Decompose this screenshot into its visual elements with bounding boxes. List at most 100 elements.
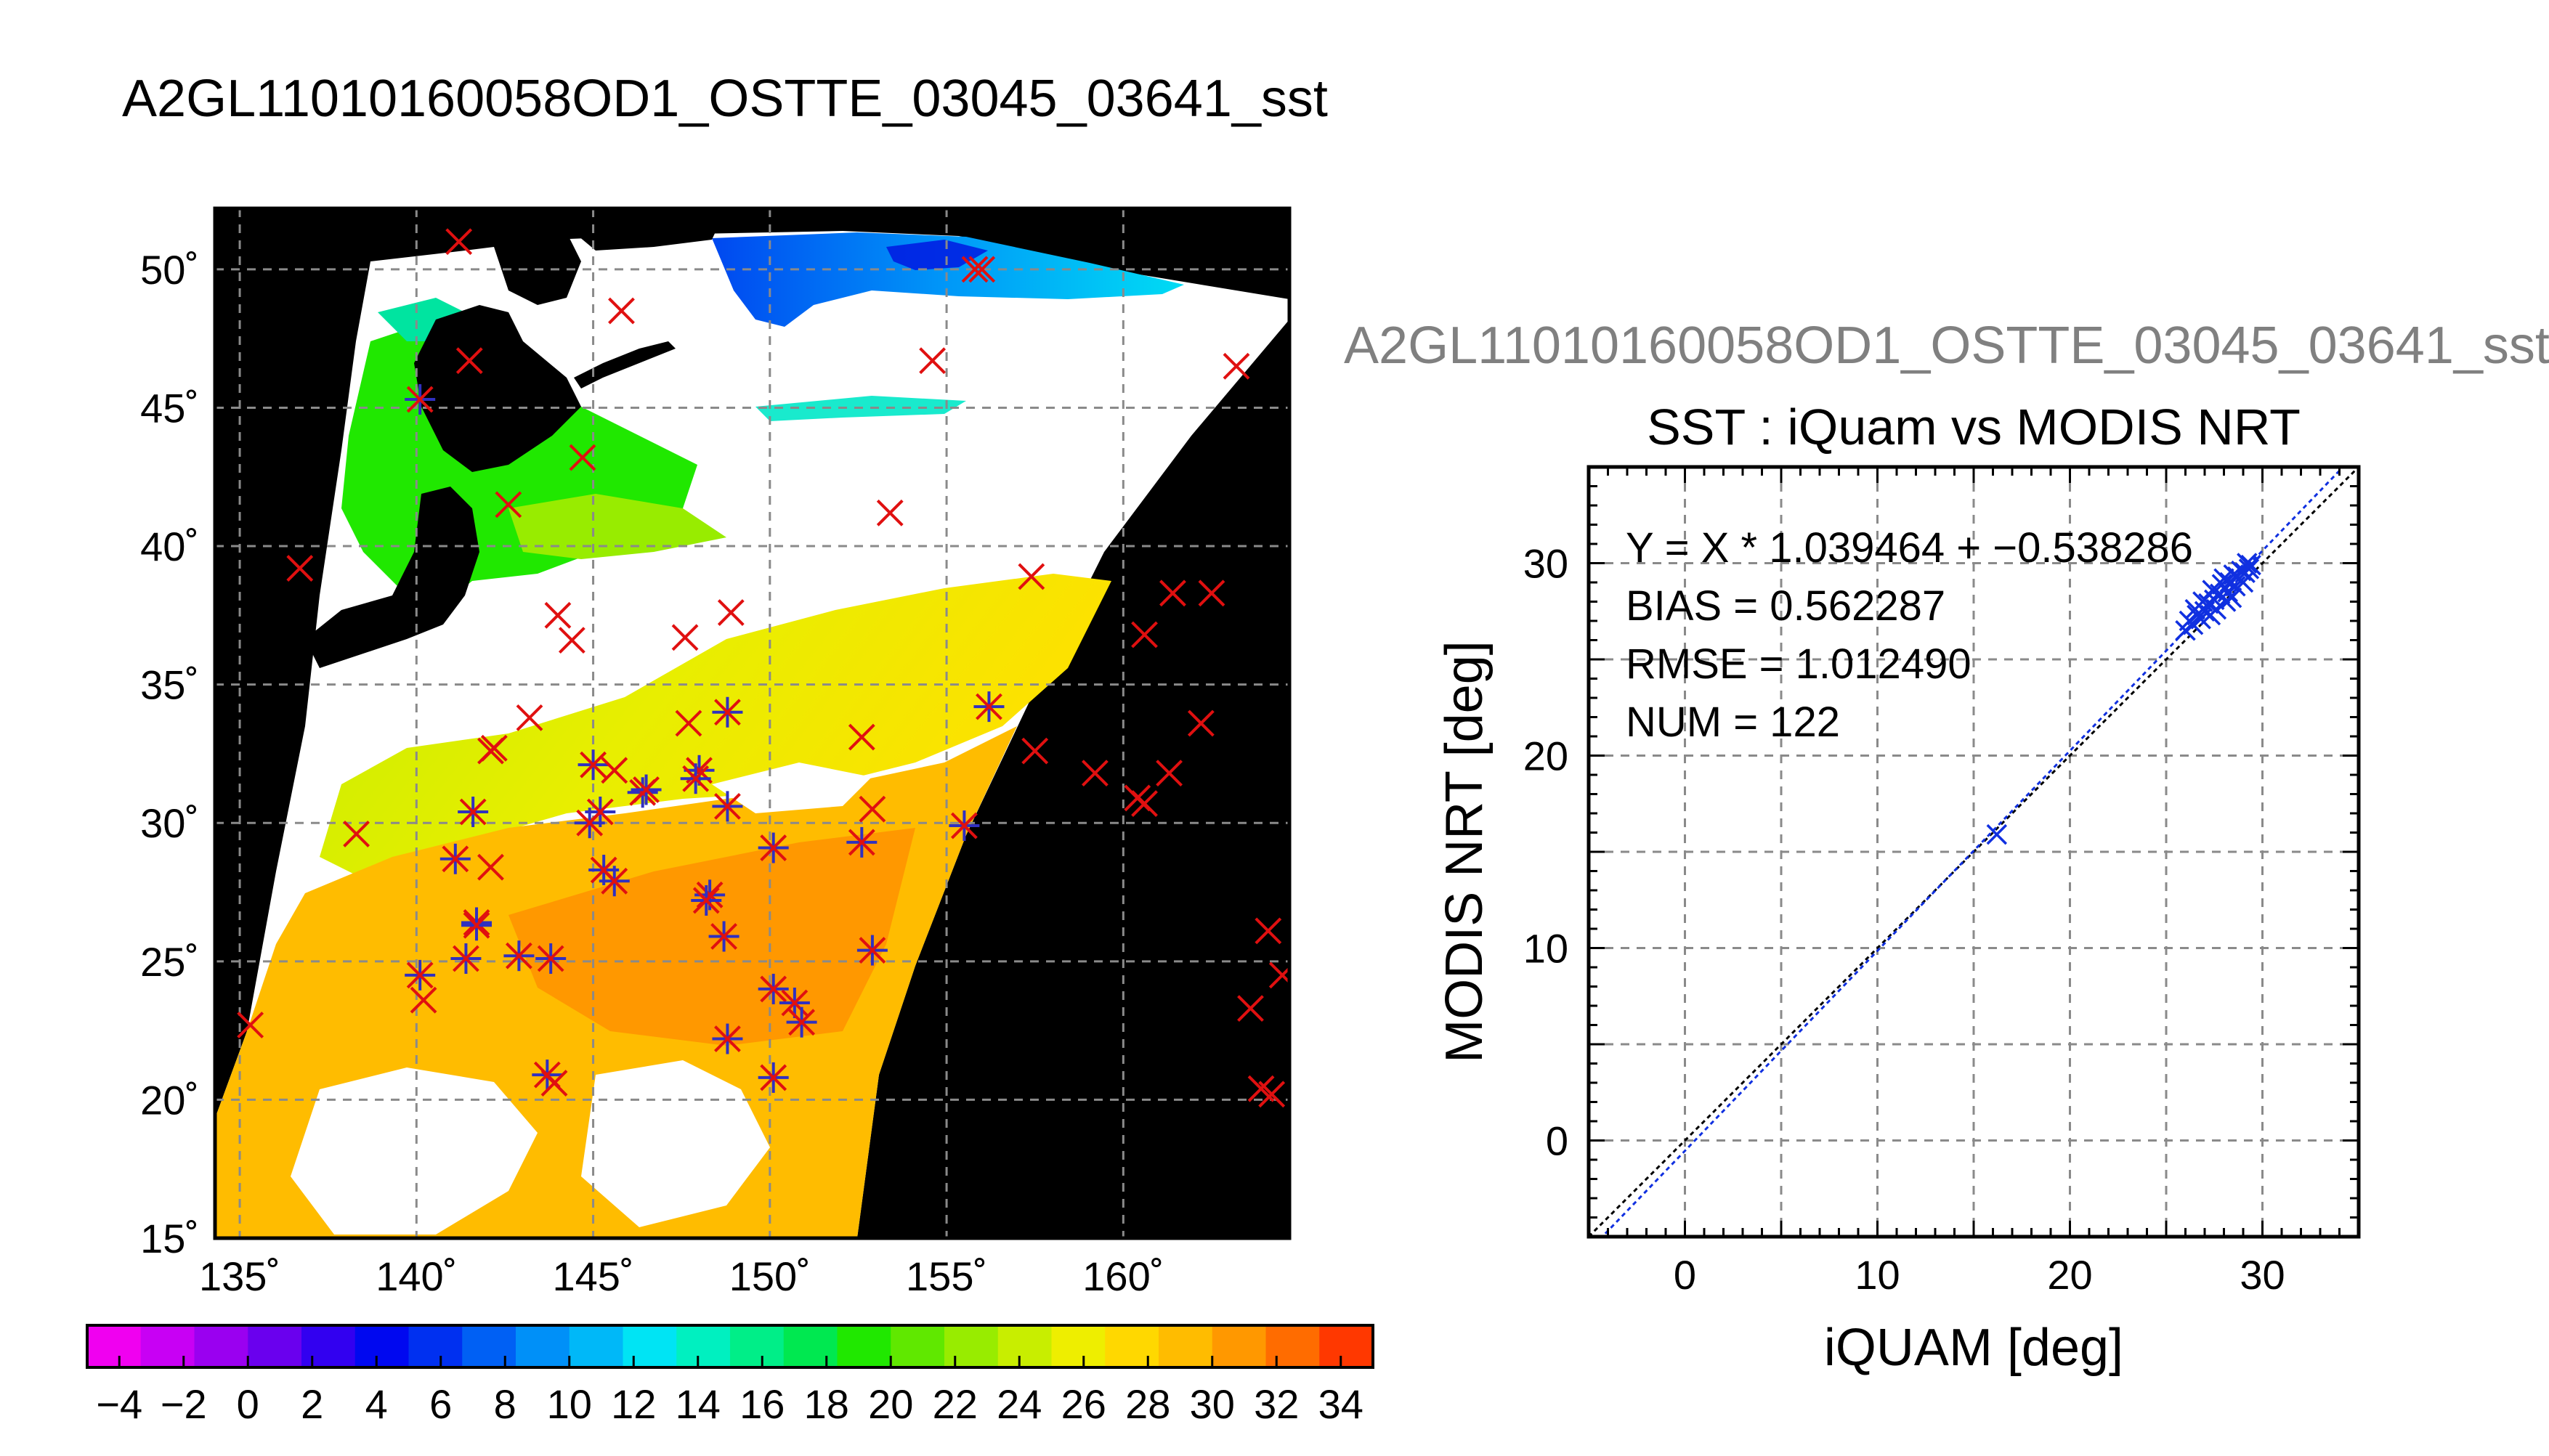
- iquam-marker: [450, 943, 482, 975]
- iquam-marker: [599, 866, 630, 897]
- buoy-marker-stroke: [671, 624, 699, 651]
- iquam-marker: [477, 853, 504, 881]
- buoy-marker-stroke: [1255, 917, 1282, 945]
- iquam-marker: [848, 723, 875, 751]
- scatter-point-stroke: [1986, 823, 2008, 845]
- iquam-marker: [856, 935, 888, 966]
- colorbar-cell: [623, 1325, 677, 1367]
- page-title: A2GL11010160058OD1_OSTTE_03045_03641_sst: [122, 70, 1328, 128]
- colorbar-cell: [1212, 1325, 1267, 1367]
- buoy-marker-stroke: [544, 601, 572, 629]
- buoy-marker-stroke: [537, 945, 564, 972]
- iquam-marker: [876, 499, 904, 526]
- buoy-marker-stroke: [760, 975, 787, 1003]
- iquam-marker: [1258, 1081, 1286, 1108]
- buoy-marker-stroke: [463, 911, 490, 939]
- iquam-marker: [919, 347, 947, 375]
- iquam-marker: [1255, 917, 1282, 945]
- colorbar-cell: [1159, 1325, 1213, 1367]
- colorbar-cell: [408, 1325, 463, 1367]
- colorbar-cell: [730, 1325, 785, 1367]
- iquam-marker: [1131, 621, 1158, 648]
- iquam-marker: [608, 297, 635, 325]
- buoy-marker-stroke: [1268, 966, 1289, 989]
- iquam-marker: [455, 347, 483, 375]
- colorbar-cell: [462, 1325, 516, 1367]
- cold-water-patch: [886, 240, 988, 270]
- scatter-point-stroke: [2198, 593, 2219, 614]
- scatter-point: [2215, 591, 2237, 612]
- colorbar-label: 18: [804, 1381, 849, 1427]
- buoy-marker-stroke: [576, 809, 604, 837]
- scatter-stats: Y = X * 1.039464 + −0.538286 BIAS = 0.562…: [1626, 524, 2193, 746]
- scatter-xtick-label: 30: [2240, 1252, 2285, 1298]
- iquam-marker: [1187, 709, 1215, 737]
- iquam-marker: [516, 704, 543, 731]
- iquam-marker: [949, 810, 980, 842]
- kuroshio-band: [320, 574, 1111, 879]
- iquam-marker: [691, 884, 722, 916]
- buoy-marker-stroke: [950, 812, 978, 839]
- iquam-marker: [758, 1062, 789, 1093]
- scatter-point-stroke: [2202, 579, 2223, 601]
- buoy-marker-stroke: [859, 795, 886, 823]
- map-xtick-label: 155˚: [906, 1253, 987, 1299]
- iquam-marker: [540, 1070, 568, 1097]
- iquam-marker: [535, 943, 567, 975]
- buoy-marker-stroke: [601, 867, 628, 895]
- iquam-marker: [1268, 961, 1289, 989]
- scatter-point-stroke: [2205, 598, 2227, 620]
- buoy-marker-stroke: [477, 737, 504, 765]
- buoy-marker-stroke: [516, 704, 543, 731]
- colorbar-cell: [248, 1325, 302, 1367]
- buoy-marker-stroke: [848, 723, 875, 751]
- colorbar-cell: [354, 1325, 410, 1367]
- cloud-patch-2: [581, 1060, 770, 1227]
- map-ytick-label: 35˚: [140, 662, 199, 708]
- iquam-marker: [477, 737, 504, 765]
- colorbar-cell: [676, 1325, 731, 1367]
- buoy-marker-stroke: [848, 829, 875, 856]
- iquam-marker: [712, 791, 743, 822]
- map-ytick-label: 50˚: [140, 247, 199, 293]
- colorbar-cell: [1319, 1325, 1374, 1367]
- iquam-marker: [712, 696, 743, 728]
- iquam-marker: [680, 763, 711, 794]
- buoy-marker-stroke: [445, 228, 473, 256]
- iquam-marker: [717, 599, 745, 626]
- iquam-marker: [859, 795, 886, 823]
- scatter-xtick-label: 0: [1674, 1252, 1696, 1298]
- iquam-marker: [846, 826, 878, 858]
- iquam-marker: [1131, 790, 1158, 817]
- iquam-marker: [237, 1012, 264, 1038]
- scatter-point: [2237, 553, 2258, 574]
- iquam-marker: [758, 832, 789, 863]
- colorbar-cell: [140, 1325, 195, 1367]
- buoy-marker-stroke: [976, 693, 1002, 720]
- iquam-marker: [758, 973, 789, 1004]
- scatter-xtick-label: 20: [2047, 1252, 2092, 1298]
- map-ytick-label: 30˚: [140, 800, 199, 846]
- colorbar-cell: [891, 1325, 945, 1367]
- scatter-ylabel: MODIS NRT [deg]: [1435, 640, 1494, 1063]
- regression-line: [1600, 467, 2345, 1237]
- colorbar-label: 4: [365, 1381, 388, 1427]
- map-grid: [215, 208, 1289, 1238]
- iquam-marker: [968, 256, 996, 283]
- scatter-stat-line: BIAS = 0.562287: [1626, 582, 1945, 630]
- buoy-marker-stroke: [633, 776, 660, 803]
- buoy-marker-stroke: [760, 834, 787, 861]
- scatter-point: [2238, 558, 2260, 579]
- iquam-marker: [503, 940, 535, 972]
- map-xtick-label: 160˚: [1082, 1253, 1164, 1299]
- colorbar-cell: [569, 1325, 624, 1367]
- colorbar-label: 30: [1190, 1381, 1235, 1427]
- buoy-marker-stroke: [1131, 621, 1158, 648]
- scatter-point-stroke: [2221, 587, 2242, 609]
- buoy-marker-stroke: [442, 845, 469, 873]
- iquam-marker: [495, 491, 522, 518]
- buoy-marker-stroke: [286, 555, 314, 582]
- iquam-marker: [675, 709, 702, 737]
